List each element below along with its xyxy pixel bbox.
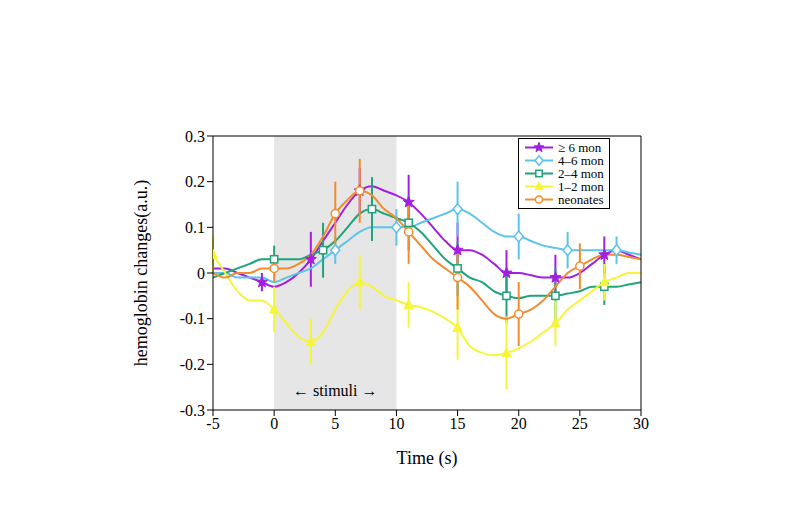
svg-text:-0.2: -0.2 <box>180 356 205 373</box>
svg-text:0.1: 0.1 <box>185 219 205 236</box>
html-text:1–2 mon: 1–2 mon <box>558 179 604 194</box>
svg-text:0: 0 <box>270 415 278 432</box>
svg-text:-5: -5 <box>206 415 219 432</box>
svg-text:Time (s): Time (s) <box>397 448 458 469</box>
svg-text:-0.3: -0.3 <box>180 402 205 419</box>
svg-text:10: 10 <box>388 415 404 432</box>
svg-text:25: 25 <box>572 415 588 432</box>
svg-text:20: 20 <box>511 415 527 432</box>
svg-text:0.2: 0.2 <box>185 173 205 190</box>
svg-text:30: 30 <box>633 415 649 432</box>
html-text:≥ 6 mon: ≥ 6 mon <box>558 140 602 155</box>
svg-text:0.3: 0.3 <box>185 128 205 145</box>
html-text:neonates: neonates <box>558 192 604 207</box>
svg-text:15: 15 <box>450 415 466 432</box>
svg-text:← stimuli →: ← stimuli → <box>293 382 377 399</box>
svg-text:hemoglobin changes(a.u.): hemoglobin changes(a.u.) <box>131 180 152 366</box>
html-text:2–4 mon: 2–4 mon <box>558 166 604 181</box>
html-text:4–6 mon: 4–6 mon <box>558 153 604 168</box>
svg-text:5: 5 <box>331 415 339 432</box>
svg-text:0: 0 <box>197 265 205 282</box>
svg-text:-0.1: -0.1 <box>180 310 205 327</box>
